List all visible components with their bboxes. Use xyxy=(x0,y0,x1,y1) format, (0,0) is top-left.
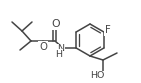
Text: H: H xyxy=(56,49,62,59)
Text: O: O xyxy=(52,19,60,29)
Text: HO: HO xyxy=(90,71,104,81)
Text: N: N xyxy=(58,44,64,53)
Text: F: F xyxy=(105,25,111,35)
Text: O: O xyxy=(39,42,47,52)
